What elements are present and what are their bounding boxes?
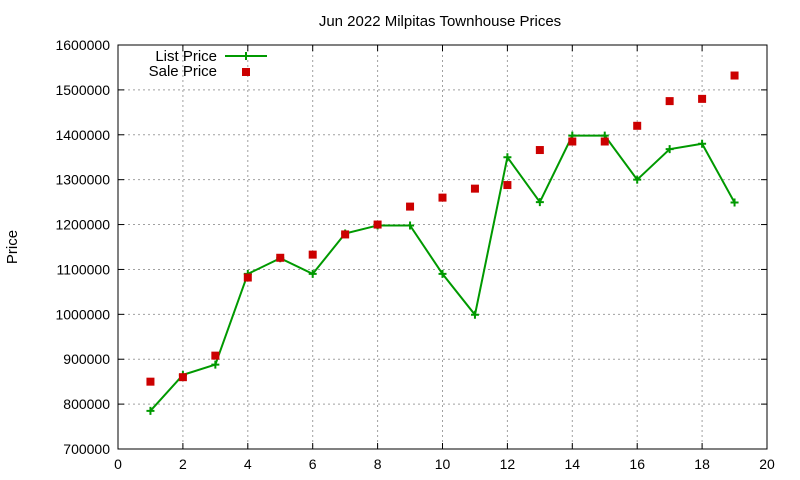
list-price-point (503, 153, 512, 162)
grid-lines (118, 45, 767, 449)
legend-label-list-price: List Price (155, 48, 217, 65)
list-price-point (633, 175, 642, 184)
sale-price-point (535, 146, 544, 155)
sale-price-point (406, 202, 415, 211)
y-tick-label: 1100000 (57, 261, 111, 277)
legend-label-sale-price: Sale Price (149, 63, 217, 80)
axis-ticks: 0 2 4 6 8 10 12 14 16 18 20 700000 800000 900000 10000… (55, 37, 775, 472)
list-price-point (730, 198, 739, 207)
sale-price-point (243, 273, 252, 282)
list-price-point (438, 269, 447, 278)
y-tick-label: 1500000 (55, 82, 110, 98)
x-tick-label: 10 (435, 456, 451, 472)
list-price-point (211, 360, 220, 369)
y-tick-label: 1000000 (55, 306, 110, 322)
series-layer (146, 71, 739, 415)
legend-marker-sale-price (242, 68, 250, 76)
y-tick-label: 1400000 (55, 127, 110, 143)
y-tick-label: 800000 (63, 396, 110, 412)
y-tick-label: 1300000 (55, 172, 110, 188)
y-axis-label: Price (4, 230, 21, 264)
sale-price-point (373, 220, 382, 229)
x-tick-label: 12 (500, 456, 516, 472)
list-price-point (406, 221, 415, 230)
sale-price-point (665, 97, 674, 106)
sale-price-point (568, 137, 577, 146)
sale-price-point (276, 253, 285, 262)
list-price-point (470, 310, 479, 319)
legend: List Price Sale Price (149, 48, 267, 80)
plot-frame (117, 44, 768, 450)
sale-price-point (470, 184, 479, 193)
x-tick-label: 0 (114, 456, 122, 472)
list-price-point (535, 198, 544, 207)
x-tick-label: 18 (694, 456, 710, 472)
x-tick-label: 8 (374, 456, 382, 472)
y-tick-label: 700000 (63, 441, 110, 457)
list-price-point (146, 406, 155, 415)
sale-price-point (308, 250, 317, 259)
x-tick-label: 16 (629, 456, 645, 472)
x-tick-label: 20 (759, 456, 775, 472)
sale-price-point (698, 94, 707, 103)
y-tick-label: 900000 (63, 351, 110, 367)
x-tick-label: 4 (244, 456, 252, 472)
sale-price-point (633, 121, 642, 130)
sale-price-point (438, 193, 447, 202)
sale-price-point (178, 373, 187, 382)
sale-price-point (211, 351, 220, 360)
sale-price-point (146, 377, 155, 386)
list-price-point (665, 145, 674, 154)
x-tick-label: 2 (179, 456, 187, 472)
y-tick-label: 1600000 (55, 37, 110, 53)
sale-price-point (503, 181, 512, 190)
list-price-point (698, 139, 707, 148)
x-tick-label: 6 (309, 456, 317, 472)
legend-marker-list-price (242, 52, 250, 60)
x-tick-label: 14 (565, 456, 581, 472)
sale-price-point (600, 137, 609, 146)
sale-price-point (730, 71, 739, 80)
sale-price-point (341, 230, 350, 239)
y-tick-label: 1200000 (55, 217, 110, 233)
chart-title: Jun 2022 Milpitas Townhouse Prices (319, 13, 561, 30)
list-price-point (308, 269, 317, 278)
